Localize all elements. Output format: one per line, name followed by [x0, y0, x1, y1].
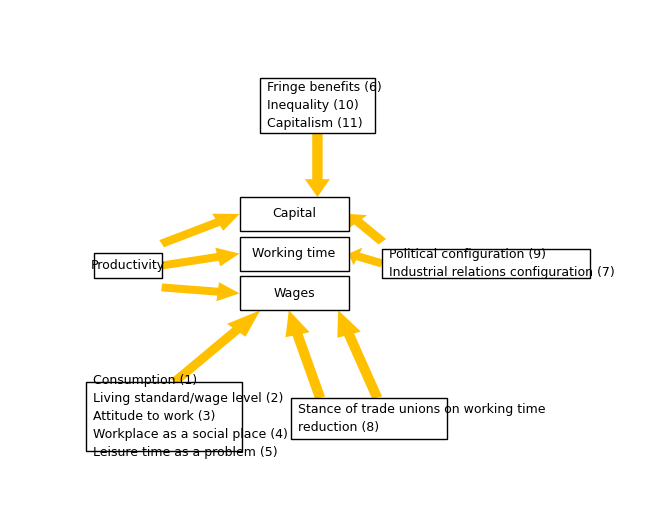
- FancyBboxPatch shape: [86, 382, 242, 452]
- Text: Wages: Wages: [273, 287, 315, 300]
- Text: Working time: Working time: [253, 247, 336, 260]
- FancyArrow shape: [348, 214, 386, 245]
- FancyArrow shape: [337, 310, 382, 399]
- Text: Political configuration (9)
Industrial relations configuration (7): Political configuration (9) Industrial r…: [389, 248, 614, 279]
- FancyArrow shape: [171, 310, 260, 384]
- Text: Fringe benefits (6)
Inequality (10)
Capitalism (11): Fringe benefits (6) Inequality (10) Capi…: [267, 81, 381, 130]
- FancyBboxPatch shape: [291, 398, 448, 440]
- FancyArrow shape: [161, 248, 240, 269]
- FancyBboxPatch shape: [240, 277, 348, 310]
- FancyBboxPatch shape: [94, 253, 161, 279]
- Text: Consumption (1)
Living standard/wage level (2)
Attitude to work (3)
Workplace as: Consumption (1) Living standard/wage lev…: [92, 374, 287, 459]
- FancyBboxPatch shape: [240, 197, 348, 231]
- FancyArrow shape: [348, 248, 384, 267]
- FancyBboxPatch shape: [383, 249, 590, 279]
- FancyArrow shape: [305, 134, 330, 197]
- Text: Capital: Capital: [272, 207, 316, 220]
- Text: Productivity: Productivity: [91, 259, 165, 272]
- Text: Stance of trade unions on working time
reduction (8): Stance of trade unions on working time r…: [297, 403, 545, 434]
- FancyBboxPatch shape: [260, 78, 375, 134]
- FancyArrow shape: [159, 214, 240, 247]
- FancyBboxPatch shape: [240, 237, 348, 270]
- FancyArrow shape: [161, 282, 240, 301]
- FancyArrow shape: [285, 310, 325, 399]
